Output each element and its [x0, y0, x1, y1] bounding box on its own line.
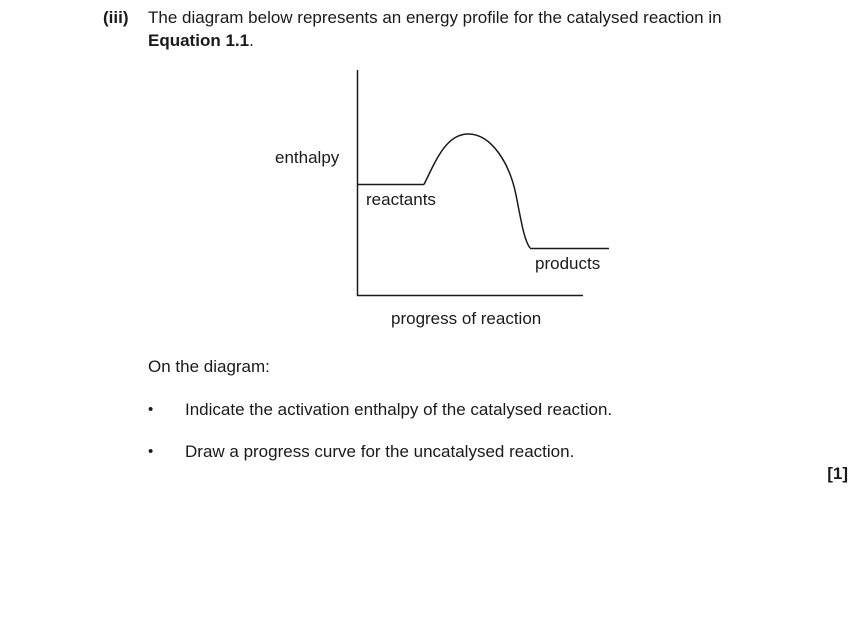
marks-allocation: [1]: [827, 464, 848, 483]
equation-reference: Equation 1.1: [148, 31, 250, 50]
instructions-intro: On the diagram:: [148, 357, 270, 376]
bullet-marker: •: [148, 401, 154, 418]
instruction-item: Indicate the activation enthalpy of the …: [185, 400, 613, 419]
bullet-marker: •: [148, 443, 154, 460]
question-text-line1: The diagram below represents an energy p…: [148, 8, 722, 27]
question-number: (iii): [103, 8, 129, 27]
instruction-item: Draw a progress curve for the uncatalyse…: [185, 442, 575, 461]
reactants-label: reactants: [366, 190, 436, 209]
products-label: products: [535, 254, 601, 273]
question-text-period: .: [249, 31, 254, 50]
catalysed-reaction-curve: [423, 133, 531, 249]
x-axis-label: progress of reaction: [391, 309, 542, 328]
y-axis-label: enthalpy: [275, 148, 340, 167]
question-text-line2: Equation 1.1.: [148, 31, 254, 51]
